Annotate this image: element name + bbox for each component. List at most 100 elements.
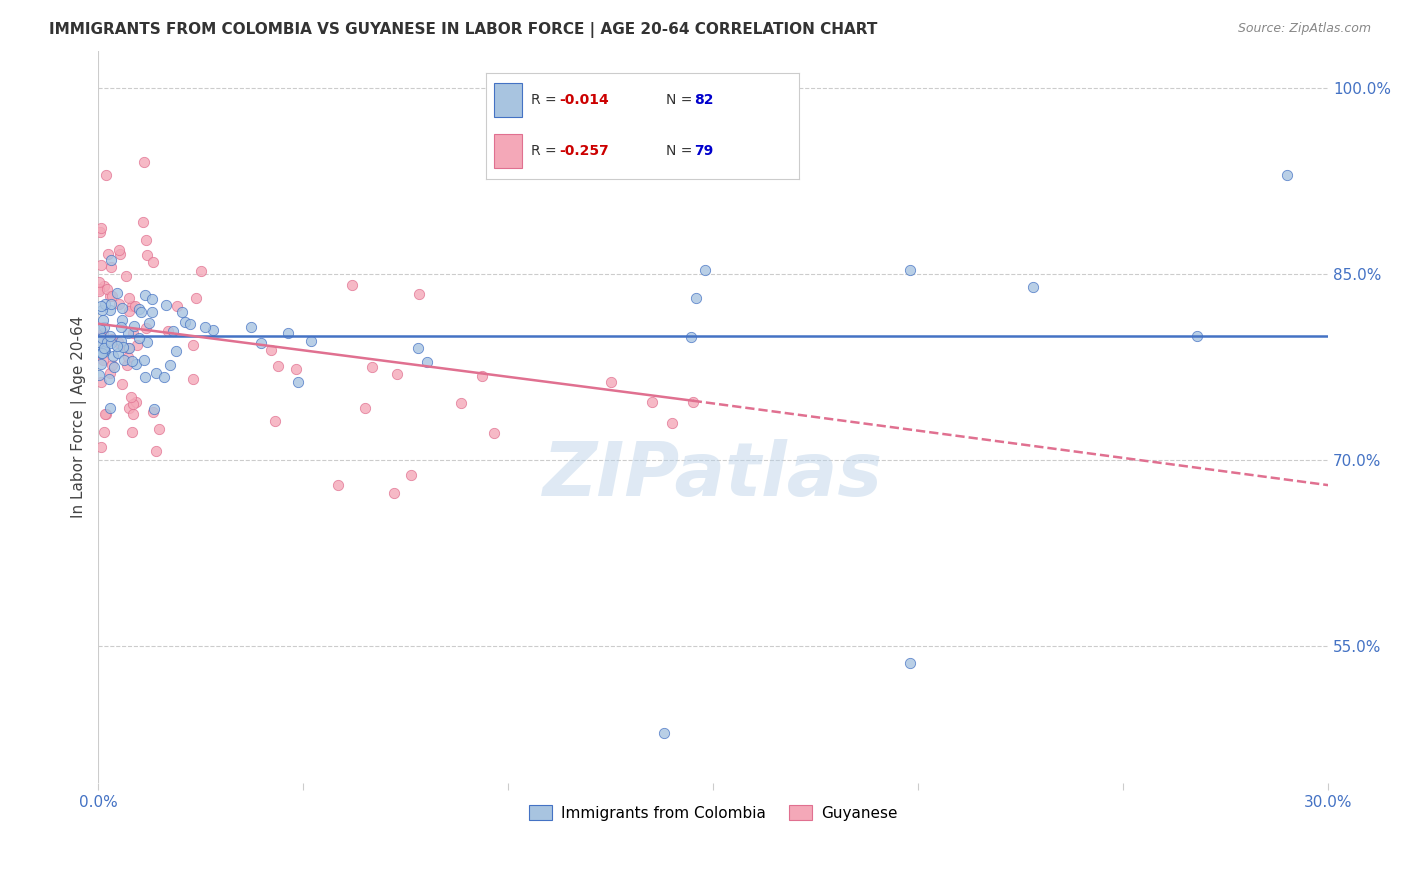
Point bbox=[89, 299, 111, 313]
Point bbox=[90, 376, 112, 390]
Point bbox=[94, 296, 117, 310]
Point bbox=[118, 341, 141, 355]
Point bbox=[121, 407, 143, 421]
Point bbox=[342, 277, 364, 292]
Point bbox=[93, 408, 115, 422]
Point bbox=[136, 248, 159, 262]
Point bbox=[159, 358, 181, 372]
Text: IMMIGRANTS FROM COLOMBIA VS GUYANESE IN LABOR FORCE | AGE 20-64 CORRELATION CHAR: IMMIGRANTS FROM COLOMBIA VS GUYANESE IN … bbox=[49, 22, 877, 38]
Point bbox=[91, 313, 114, 327]
Point bbox=[132, 215, 155, 229]
Point bbox=[693, 263, 716, 277]
Point bbox=[117, 350, 139, 364]
Point bbox=[110, 334, 132, 348]
Point bbox=[87, 275, 110, 289]
Point bbox=[96, 168, 118, 182]
Point bbox=[89, 335, 111, 350]
Point bbox=[91, 331, 114, 345]
Point bbox=[100, 297, 122, 311]
Point bbox=[122, 318, 145, 333]
Point bbox=[121, 353, 143, 368]
Point bbox=[115, 358, 138, 372]
Point bbox=[96, 282, 118, 296]
Point bbox=[155, 297, 177, 311]
Point bbox=[90, 440, 112, 454]
Point bbox=[406, 341, 429, 355]
Point bbox=[1022, 279, 1045, 293]
Point bbox=[134, 288, 156, 302]
Point bbox=[105, 285, 128, 300]
Point bbox=[141, 305, 163, 319]
Point bbox=[111, 301, 134, 315]
Point bbox=[682, 395, 704, 409]
Point bbox=[98, 329, 121, 343]
Point bbox=[898, 263, 921, 277]
Point bbox=[101, 359, 124, 373]
Text: ZIPatlas: ZIPatlas bbox=[543, 439, 883, 512]
Point bbox=[93, 341, 115, 355]
Point bbox=[201, 323, 224, 337]
Point bbox=[93, 425, 115, 439]
Point bbox=[898, 656, 921, 670]
Point bbox=[287, 375, 309, 389]
Point bbox=[122, 397, 145, 411]
Point bbox=[142, 405, 165, 419]
Point bbox=[471, 368, 494, 383]
Text: Source: ZipAtlas.com: Source: ZipAtlas.com bbox=[1237, 22, 1371, 36]
Point bbox=[685, 291, 707, 305]
Point bbox=[90, 329, 112, 343]
Point bbox=[125, 395, 148, 409]
Point bbox=[194, 319, 217, 334]
Point bbox=[89, 225, 111, 239]
Point bbox=[87, 345, 110, 359]
Point bbox=[184, 291, 207, 305]
Point bbox=[118, 401, 141, 415]
Point bbox=[111, 340, 134, 354]
Point bbox=[98, 303, 121, 318]
Point bbox=[93, 278, 115, 293]
Point bbox=[408, 287, 430, 301]
Point bbox=[679, 329, 702, 343]
Point bbox=[122, 326, 145, 340]
Point bbox=[96, 334, 118, 349]
Point bbox=[127, 338, 149, 352]
Point bbox=[93, 343, 115, 358]
Point bbox=[90, 221, 112, 235]
Point bbox=[107, 335, 129, 350]
Point bbox=[93, 320, 115, 334]
Point bbox=[239, 319, 262, 334]
Point bbox=[128, 301, 150, 316]
Point bbox=[599, 375, 621, 389]
Point bbox=[94, 343, 117, 358]
Point bbox=[1275, 168, 1298, 182]
Point bbox=[87, 282, 110, 296]
Point bbox=[129, 305, 152, 319]
Point bbox=[111, 376, 134, 391]
Point bbox=[165, 343, 187, 358]
Point bbox=[135, 320, 157, 334]
Point bbox=[250, 336, 273, 351]
Point bbox=[267, 359, 290, 373]
Point bbox=[138, 316, 160, 330]
Point bbox=[416, 355, 439, 369]
Point bbox=[145, 366, 167, 380]
Point bbox=[170, 305, 193, 319]
Point bbox=[90, 345, 112, 359]
Point bbox=[100, 260, 122, 275]
Point bbox=[105, 339, 128, 353]
Point bbox=[264, 414, 287, 428]
Point bbox=[118, 303, 141, 318]
Point bbox=[98, 289, 121, 303]
Point bbox=[108, 297, 131, 311]
Point bbox=[98, 401, 121, 415]
Point bbox=[157, 324, 180, 338]
Point bbox=[110, 246, 132, 260]
Point bbox=[387, 367, 409, 381]
Point bbox=[166, 299, 188, 313]
Point bbox=[89, 321, 111, 335]
Point bbox=[128, 331, 150, 345]
Point bbox=[450, 395, 472, 409]
Point bbox=[120, 390, 142, 404]
Point bbox=[132, 155, 155, 169]
Point bbox=[152, 370, 174, 384]
